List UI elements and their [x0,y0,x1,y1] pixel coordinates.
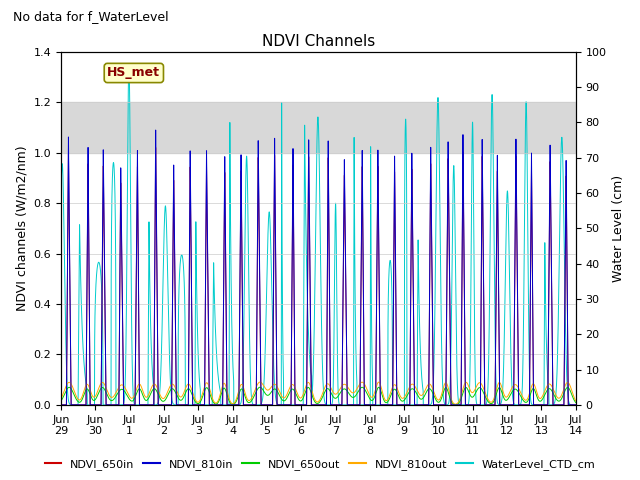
Bar [61,102,576,153]
Text: No data for f_WaterLevel: No data for f_WaterLevel [13,10,168,23]
Legend: NDVI_650in, NDVI_810in, NDVI_650out, NDVI_810out, WaterLevel_CTD_cm: NDVI_650in, NDVI_810in, NDVI_650out, NDV… [40,455,600,474]
Y-axis label: Water Level (cm): Water Level (cm) [612,175,625,282]
Text: HS_met: HS_met [108,66,161,80]
Y-axis label: NDVI channels (W/m2/nm): NDVI channels (W/m2/nm) [15,145,28,311]
Title: NDVI Channels: NDVI Channels [262,34,375,49]
